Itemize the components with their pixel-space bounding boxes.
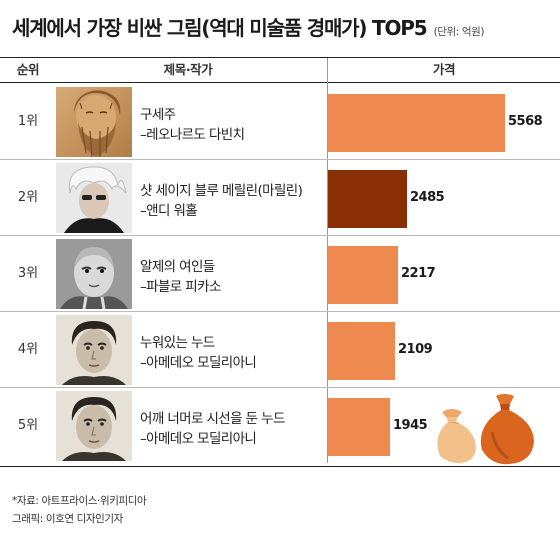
header-top-rule [0,57,560,58]
price-value-label: 5568 [508,114,543,129]
artist-name: –앤디 워홀 [140,203,198,219]
row-divider [0,235,560,236]
artwork-title: 샷 세이지 블루 메릴린(마릴린) [140,183,303,199]
header-bottom-rule [0,82,560,83]
row-divider [0,387,560,388]
artist-name: –레오나르도 다빈치 [140,127,245,143]
price-bar [328,246,398,304]
rank-label: 1위 [17,114,39,129]
footer-credit: 그래픽: 이호연 디자인기자 [12,513,123,525]
header-price: 가격 [432,62,456,77]
money-bag-light-icon [437,409,476,464]
chart-title: 세계에서 가장 비싼 그림(역대 미술품 경매가) TOP5 [12,16,428,40]
table-bottom-rule [0,466,560,467]
money-bags-icon [437,394,534,465]
artwork-title: 알제의 여인들 [140,259,215,275]
row-divider [0,311,560,312]
artist-name: –파블로 피카소 [140,279,221,295]
rank-label: 5위 [17,418,39,433]
portrait-modigliani-icon [56,315,132,385]
portrait-modigliani-icon [56,391,132,461]
unit-note: (단위: 억원) [433,26,485,38]
portrait-da-vinci-icon [56,87,132,157]
header-rank: 순위 [16,62,40,77]
price-bar [328,94,505,152]
artwork-title: 어깨 너머로 시선을 둔 누드 [140,411,285,427]
artwork-title: 누워있는 누드 [140,335,215,351]
price-value-label: 2217 [401,266,436,281]
portrait-warhol-icon [56,163,132,233]
rank-label: 2위 [17,190,39,205]
price-value-label: 2109 [398,342,433,357]
chart-title-row: 세계에서 가장 비싼 그림(역대 미술품 경매가) TOP5 (단위: 억원) [12,12,552,46]
artwork-title: 구세주 [140,107,176,123]
price-bar [328,170,407,228]
rank-label: 3위 [17,266,39,281]
artist-name: –아메데오 모딜리아니 [140,355,257,371]
row-divider [0,159,560,160]
price-value-label: 2485 [410,190,445,205]
price-bar [328,322,395,380]
header-work: 제목·작가 [163,62,213,77]
price-axis-line [327,58,328,463]
price-value-label: 1945 [393,418,428,433]
money-bag-dark-icon [480,394,534,465]
footer-source: *자료: 아트프라이스·위키피디아 [12,495,147,507]
price-bar [328,398,390,456]
portrait-picasso-icon [56,239,132,309]
artist-name: –아메데오 모딜리아니 [140,431,257,447]
rank-label: 4위 [17,342,39,357]
